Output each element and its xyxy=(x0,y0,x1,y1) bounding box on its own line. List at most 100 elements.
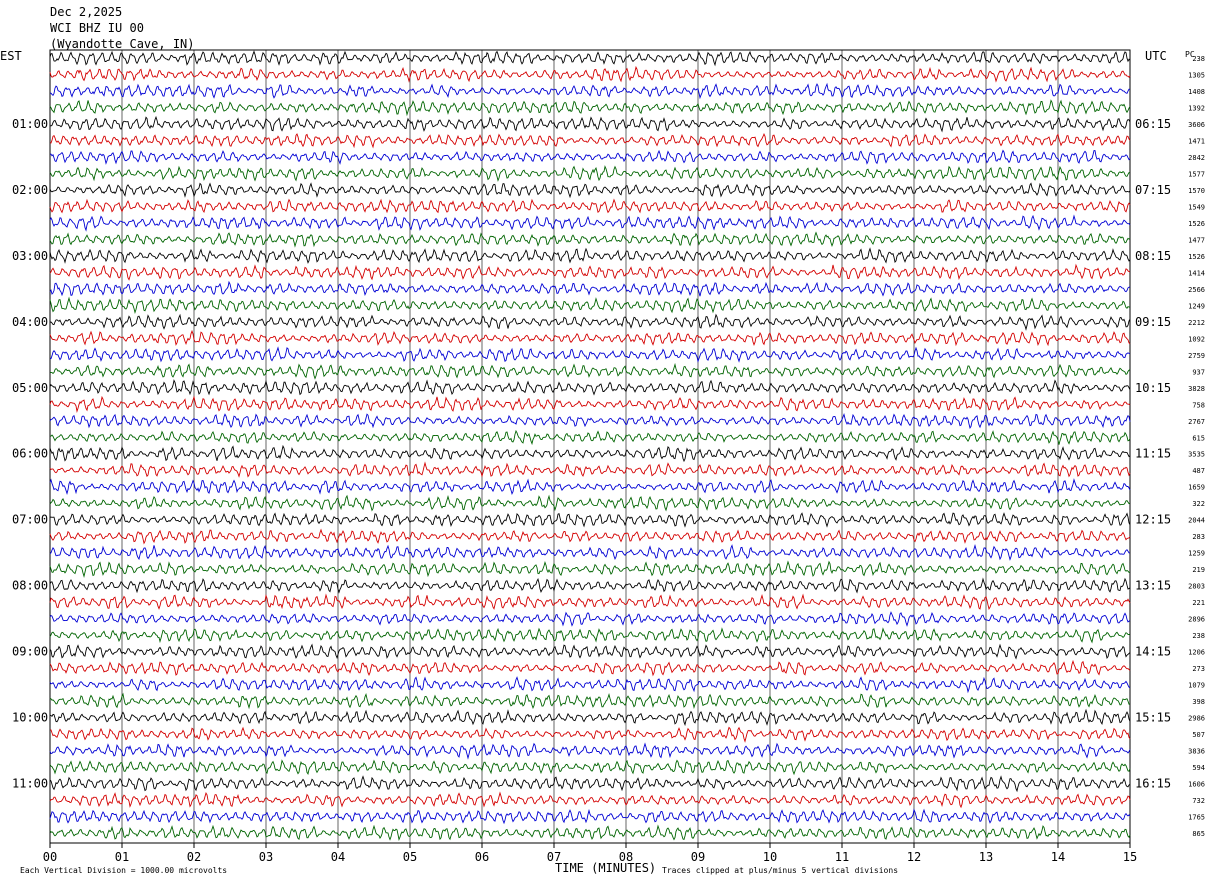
trace-line xyxy=(49,808,1131,825)
trace-line xyxy=(49,543,1131,561)
x-tick-label: 07 xyxy=(547,850,561,864)
trace-line xyxy=(49,329,1131,347)
trace-line xyxy=(49,296,1130,314)
trace-value-label: 221 xyxy=(1192,599,1205,607)
trace-value-label: 3836 xyxy=(1188,748,1205,756)
x-tick-label: 05 xyxy=(403,850,417,864)
trace-value-label: 2212 xyxy=(1188,319,1205,327)
hour-label-left: 09:00 xyxy=(12,645,48,659)
x-tick-label: 10 xyxy=(763,850,777,864)
trace-value-label: 322 xyxy=(1192,500,1205,508)
trace-line xyxy=(50,726,1131,743)
trace-line xyxy=(49,65,1131,83)
x-tick-label: 13 xyxy=(979,850,993,864)
trace-line xyxy=(49,99,1131,117)
trace-line xyxy=(49,759,1131,776)
x-tick-label: 00 xyxy=(43,850,57,864)
trace-line xyxy=(49,346,1131,363)
hour-label-left: 01:00 xyxy=(12,117,48,131)
trace-value-label: 2896 xyxy=(1188,616,1205,624)
trace-value-label: 2842 xyxy=(1188,154,1205,162)
trace-line xyxy=(49,512,1131,528)
trace-line xyxy=(49,742,1131,760)
trace-line xyxy=(49,775,1131,793)
trace-line xyxy=(49,231,1131,248)
trace-line xyxy=(49,429,1131,446)
trace-value-label: 1305 xyxy=(1188,71,1205,79)
plot-frame xyxy=(49,49,1131,844)
scale-note: Each Vertical Division = 1000.00 microvo… xyxy=(20,866,228,875)
hour-label-left: 10:00 xyxy=(12,711,48,725)
trace-value-label: 273 xyxy=(1192,665,1205,673)
trace-value-label: 487 xyxy=(1192,467,1205,475)
trace-line xyxy=(49,395,1131,413)
hour-label-left: 11:00 xyxy=(12,777,48,791)
pc-label: PC xyxy=(1185,50,1195,59)
trace-value-label: 3606 xyxy=(1188,121,1205,129)
chart-date: Dec 2,2025 xyxy=(50,5,123,19)
trace-line xyxy=(49,676,1131,694)
trace-line xyxy=(49,708,1131,727)
trace-value-label: 594 xyxy=(1192,764,1205,772)
trace-value-label: 1259 xyxy=(1188,550,1205,558)
trace-line xyxy=(49,577,1131,594)
trace-value-label: 1526 xyxy=(1188,220,1205,228)
trace-line xyxy=(49,824,1131,842)
trace-value-label: 507 xyxy=(1192,731,1205,739)
trace-line xyxy=(49,593,1131,611)
hour-label-right: 09:15 xyxy=(1135,315,1171,329)
hour-label-left: 08:00 xyxy=(12,579,48,593)
x-tick-label: 11 xyxy=(835,850,849,864)
trace-line xyxy=(49,149,1131,165)
trace-line xyxy=(49,247,1131,264)
trace-value-label: 1206 xyxy=(1188,649,1205,657)
trace-line xyxy=(49,791,1131,809)
trace-value-label: 2044 xyxy=(1188,517,1205,525)
trace-line xyxy=(49,198,1131,214)
x-tick-label: 12 xyxy=(907,850,921,864)
hour-label-right: 15:15 xyxy=(1135,711,1171,725)
trace-value-label: 1079 xyxy=(1188,682,1205,690)
left-timezone-label: EST xyxy=(0,49,22,63)
trace-line xyxy=(49,50,1131,67)
hour-label-right: 14:15 xyxy=(1135,645,1171,659)
trace-value-label: 3828 xyxy=(1188,385,1205,393)
trace-value-label: 1765 xyxy=(1188,814,1205,822)
trace-line xyxy=(49,214,1131,232)
trace-line xyxy=(49,461,1131,478)
trace-line xyxy=(49,643,1131,660)
hour-label-right: 06:15 xyxy=(1135,117,1171,131)
trace-value-label: 283 xyxy=(1192,533,1205,541)
trace-value-label: 758 xyxy=(1192,401,1205,409)
trace-value-label: 1392 xyxy=(1188,104,1205,112)
trace-value-label: 2759 xyxy=(1188,352,1205,360)
trace-value-label: 1570 xyxy=(1188,187,1205,195)
trace-line xyxy=(49,115,1131,133)
trace-line xyxy=(49,692,1131,710)
trace-line xyxy=(49,627,1131,644)
hour-label-left: 05:00 xyxy=(12,381,48,395)
x-tick-label: 02 xyxy=(187,850,201,864)
trace-line xyxy=(49,132,1131,149)
trace-line xyxy=(49,478,1131,495)
trace-line xyxy=(49,659,1131,677)
x-axis-title: TIME (MINUTES) xyxy=(555,861,657,875)
trace-line xyxy=(49,280,1131,297)
trace-value-label: 1249 xyxy=(1188,302,1205,310)
station-code: WCI BHZ IU 00 xyxy=(50,21,144,35)
trace-line xyxy=(49,362,1131,380)
trace-value-label: 937 xyxy=(1192,368,1205,376)
trace-value-label: 1408 xyxy=(1188,88,1205,96)
trace-value-label: 238 xyxy=(1192,632,1205,640)
trace-value-label: 1549 xyxy=(1188,203,1205,211)
trace-line xyxy=(49,165,1131,182)
trace-value-label: 865 xyxy=(1192,830,1205,838)
trace-value-label: 1092 xyxy=(1188,335,1205,343)
trace-value-label: 1471 xyxy=(1188,137,1205,145)
hour-label-right: 08:15 xyxy=(1135,249,1171,263)
trace-line xyxy=(49,528,1131,545)
trace-line xyxy=(49,379,1131,396)
x-tick-label: 01 xyxy=(115,850,129,864)
x-tick-label: 15 xyxy=(1123,850,1137,864)
